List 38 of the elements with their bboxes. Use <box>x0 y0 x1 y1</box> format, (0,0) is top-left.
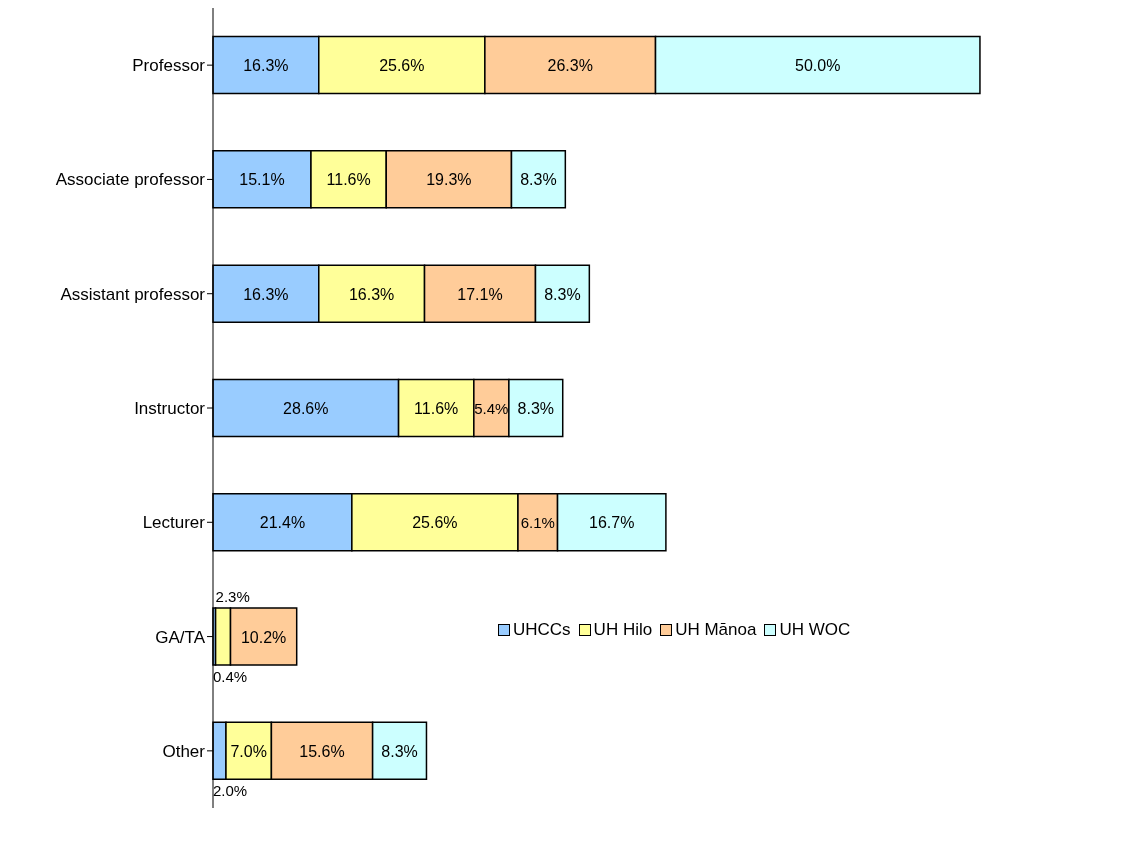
data-label: 7.0% <box>230 742 267 760</box>
data-label: 28.6% <box>283 399 329 417</box>
data-label: 17.1% <box>457 285 503 303</box>
data-label: 8.3% <box>517 399 555 417</box>
data-label: 8.3% <box>520 171 557 189</box>
data-label: 11.6% <box>326 171 371 189</box>
data-label: 21.4% <box>259 514 306 532</box>
data-label: 6.1% <box>520 514 555 532</box>
data-label: 2.3% <box>215 588 250 605</box>
y-tick-label: Other <box>162 741 206 761</box>
y-tick-label: Instructor <box>134 399 206 419</box>
data-label: 25.6% <box>412 514 458 532</box>
y-tick-label: Professor <box>132 56 206 76</box>
legend-label: UH WOC <box>778 620 851 640</box>
data-label: 8.3% <box>381 742 418 760</box>
data-label: 19.3% <box>426 171 472 189</box>
data-label: 11.6% <box>414 399 459 417</box>
data-label: 10.2% <box>240 628 287 646</box>
data-label: 16.3% <box>243 57 289 75</box>
data-label: 8.3% <box>544 285 581 303</box>
y-tick-label: GA/TA <box>155 627 206 647</box>
data-label: 50.0% <box>795 57 841 75</box>
y-tick-label: Assistant professor <box>60 284 206 304</box>
data-label: 16.3% <box>243 285 289 303</box>
data-label: 0.4% <box>213 668 248 685</box>
y-tick-label: Lecturer <box>142 513 206 533</box>
legend-label: UHCCs <box>512 620 571 640</box>
data-label: 16.7% <box>589 514 635 532</box>
legend-label: UH Mānoa <box>674 620 757 640</box>
data-label: 16.3% <box>348 285 395 303</box>
data-label: 26.3% <box>547 57 593 75</box>
data-label: 5.4% <box>474 399 509 417</box>
legend-label: UH Hilo <box>592 620 653 640</box>
data-label: 2.0% <box>213 782 248 800</box>
data-label: 15.6% <box>299 742 345 760</box>
y-tick-label: Associate professor <box>55 170 206 190</box>
data-label: 25.6% <box>379 57 425 75</box>
data-label: 15.1% <box>239 171 285 189</box>
